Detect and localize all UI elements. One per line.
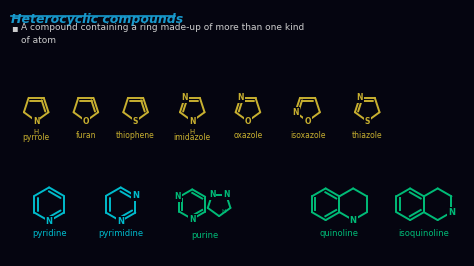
Text: isoxazole: isoxazole bbox=[290, 131, 325, 140]
Text: N: N bbox=[33, 117, 39, 126]
Text: N: N bbox=[223, 190, 229, 199]
Text: pyrrole: pyrrole bbox=[23, 133, 50, 142]
Text: O: O bbox=[245, 117, 251, 126]
Text: N: N bbox=[46, 217, 53, 226]
Text: S: S bbox=[133, 117, 138, 126]
Text: N: N bbox=[448, 208, 455, 217]
Text: imidazole: imidazole bbox=[173, 133, 211, 142]
Text: N: N bbox=[209, 190, 215, 199]
Text: S: S bbox=[365, 117, 370, 126]
Text: furan: furan bbox=[76, 131, 96, 140]
Text: O: O bbox=[82, 117, 89, 126]
Text: N: N bbox=[356, 93, 363, 102]
Text: pyrimidine: pyrimidine bbox=[98, 229, 143, 238]
Text: N: N bbox=[292, 108, 299, 117]
Text: pyridine: pyridine bbox=[32, 229, 66, 238]
Text: purine: purine bbox=[191, 231, 219, 240]
Text: isoquinoline: isoquinoline bbox=[399, 229, 449, 238]
Text: O: O bbox=[304, 117, 311, 126]
Text: oxazole: oxazole bbox=[233, 131, 263, 140]
Text: H: H bbox=[34, 129, 39, 135]
Text: N: N bbox=[189, 215, 195, 224]
Text: Heterocyclic compounds: Heterocyclic compounds bbox=[11, 13, 183, 26]
Text: N: N bbox=[132, 191, 139, 200]
Text: A compound containing a ring made-up of more than one kind
of atom: A compound containing a ring made-up of … bbox=[21, 23, 304, 45]
Text: quinoline: quinoline bbox=[320, 229, 359, 238]
Text: N: N bbox=[182, 93, 188, 102]
Text: thiazole: thiazole bbox=[352, 131, 383, 140]
Text: N: N bbox=[237, 93, 244, 102]
Text: N: N bbox=[117, 217, 124, 226]
Text: H: H bbox=[190, 129, 195, 135]
Text: N: N bbox=[350, 215, 356, 225]
Text: N: N bbox=[189, 117, 195, 126]
Text: H: H bbox=[222, 209, 227, 214]
Text: thiophene: thiophene bbox=[116, 131, 155, 140]
Text: ▪: ▪ bbox=[11, 23, 18, 33]
Text: N: N bbox=[174, 192, 181, 201]
